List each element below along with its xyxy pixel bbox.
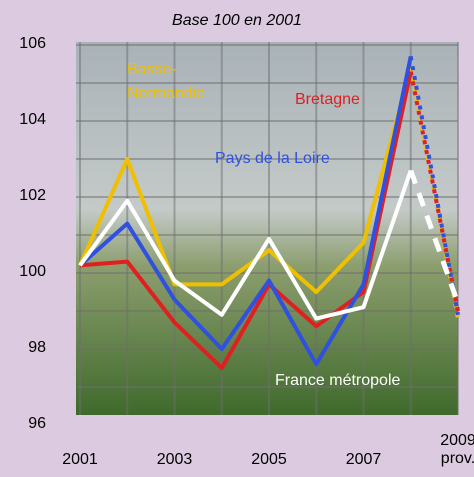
x-tick-label: 2001 xyxy=(58,451,102,469)
chart-title: Base 100 en 2001 xyxy=(0,12,474,30)
legend-label: Pays de la Loire xyxy=(215,150,330,168)
x-tick-label: 2009 prov. xyxy=(436,432,474,468)
y-tick-label: 102 xyxy=(8,187,46,205)
x-tick-label: 2007 xyxy=(342,451,386,469)
plot xyxy=(0,0,474,477)
y-tick-label: 100 xyxy=(8,263,46,281)
x-tick-label: 2005 xyxy=(247,451,291,469)
y-tick-label: 106 xyxy=(8,35,46,53)
legend-label: Bretagne xyxy=(295,91,360,109)
chart: Base 100 en 2001 96 98 100 102 104 106 2001 200… xyxy=(0,0,474,477)
y-tick-label: 96 xyxy=(8,415,46,433)
x-tick-label: 2003 xyxy=(153,451,197,469)
legend-label: France métropole xyxy=(275,372,400,390)
y-tick-label: 98 xyxy=(8,339,46,357)
legend-label: Basse-Normandie xyxy=(127,58,199,106)
y-tick-label: 104 xyxy=(8,111,46,129)
